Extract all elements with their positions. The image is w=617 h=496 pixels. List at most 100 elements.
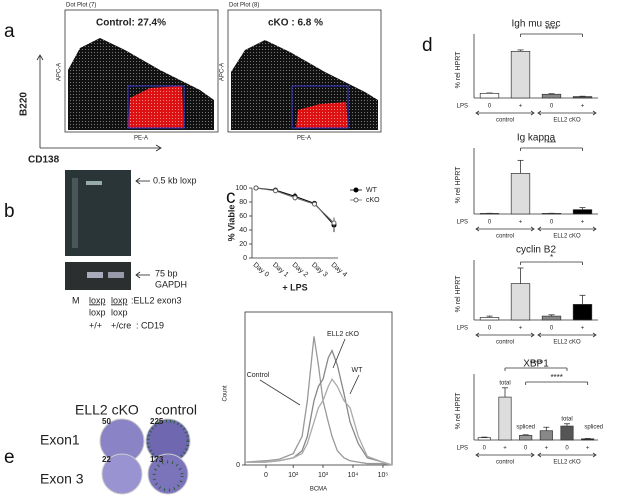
colonies: ELL2 cKO control Exon1 Exon 3 50 225 22 …	[40, 402, 197, 495]
chart-title: Igh mu sec	[512, 19, 561, 30]
band-label: 0.5 kb loxp	[153, 175, 197, 185]
x-tick-label: +	[503, 446, 507, 452]
axis-label: APC-A	[220, 63, 226, 81]
panel-letter: a	[4, 21, 15, 42]
data-point	[292, 195, 298, 201]
group-label: ELL2 cKO	[553, 340, 581, 346]
x-tick-label: 10⁴	[348, 472, 359, 479]
lane-label: M	[72, 295, 80, 305]
group-label: control	[496, 340, 514, 346]
arrow-head	[475, 452, 480, 458]
lane-label: loxp	[89, 307, 106, 317]
panel-letter: b	[4, 201, 15, 222]
legend-label: WT	[366, 187, 378, 194]
x-tick-label: +	[519, 326, 523, 332]
significance: ****	[550, 373, 562, 382]
flow-plot: Dot Plot (7) Control: 27.4% APC-A PE-A	[57, 3, 219, 142]
axis-title: B220	[19, 92, 30, 116]
x-axis-label: LPS	[457, 104, 468, 110]
colony-count: 50	[102, 417, 111, 426]
legend-label: cKO	[366, 197, 380, 204]
y-tick-label: 40	[239, 227, 247, 234]
arrow-head	[36, 54, 44, 61]
data-point	[253, 185, 259, 191]
x-tick-label: +	[581, 326, 585, 332]
axis-label: PE-A	[297, 136, 311, 142]
group-label: ELL2 cKO	[553, 234, 581, 240]
panel-letter: c	[226, 187, 236, 208]
bar-note: spliced	[516, 425, 535, 431]
arrow-head	[530, 452, 535, 458]
x-axis-label: LPS	[457, 326, 468, 332]
annotation-arrow	[332, 338, 346, 369]
plot-title: Dot Plot (7)	[66, 3, 96, 9]
annotation-arrow	[259, 379, 301, 406]
bar-note: spliced	[584, 425, 603, 431]
y-axis-label: Count	[223, 385, 229, 401]
significance: *	[550, 253, 553, 262]
x-tick-label: 0	[550, 220, 554, 226]
bar	[510, 283, 531, 321]
bar	[539, 430, 553, 441]
x-tick-label: 0	[550, 104, 554, 110]
group-label: ELL2 cKO	[553, 118, 581, 124]
group-label: control	[496, 234, 514, 240]
column-label: control	[155, 402, 197, 418]
chart-title: Ig kappa	[517, 133, 556, 144]
data-point	[273, 188, 278, 194]
bar	[510, 50, 531, 99]
bar	[498, 396, 512, 441]
bar	[572, 304, 593, 321]
legend-marker	[353, 187, 359, 193]
y-tick-label: 100	[235, 185, 247, 192]
x-axis-label: BCMA	[310, 487, 327, 493]
annotation-arrow	[349, 374, 360, 395]
arrow-head	[592, 110, 597, 116]
row-label: Exon 3	[40, 471, 84, 487]
data-point	[331, 220, 337, 226]
series-line	[245, 377, 393, 466]
colony-count: 173	[150, 455, 164, 464]
panel-letter: d	[422, 35, 433, 56]
arrow-head	[592, 452, 597, 458]
group-label: ELL2 cKO	[553, 460, 581, 466]
series-line	[244, 336, 393, 466]
x-tick-label: 0	[550, 326, 554, 332]
bar	[479, 317, 500, 321]
arrow-head	[537, 226, 542, 232]
x-tick-label: +	[519, 220, 523, 226]
gel: 0.5 kb loxp 75 bp GAPDH M loxp loxp :ELL…	[65, 170, 197, 330]
x-tick-label: 0	[488, 326, 492, 332]
x-axis-label: LPS	[457, 446, 468, 452]
arrow-head	[475, 226, 480, 232]
annotation: ELL2 cKO	[327, 331, 359, 338]
significance: ****	[545, 25, 557, 34]
result: cKO : 6.8 %	[268, 18, 323, 29]
x-tick-label: Day 0	[252, 262, 271, 279]
lane-label: loxp	[111, 307, 128, 317]
arrow-head	[155, 144, 162, 152]
bar	[541, 93, 562, 99]
arrow-head	[537, 110, 542, 116]
flow-plot: Dot Plot (8) cKO : 6.8 % APC-A PE-A	[220, 3, 382, 142]
column-label: ELL2 cKO	[75, 402, 139, 418]
arrow-head	[537, 332, 542, 338]
bar	[519, 435, 533, 441]
x-tick-label: 0	[488, 220, 492, 226]
bar-note: total	[499, 380, 510, 386]
x-axis-label: + LPS	[282, 282, 307, 292]
colony-count: 22	[102, 455, 111, 464]
arrow-head	[537, 452, 542, 458]
axis-title: CD138	[28, 155, 60, 166]
plot-frame	[244, 311, 393, 466]
lane-label: +/+	[89, 320, 102, 330]
arrow-head	[530, 110, 535, 116]
group-label: control	[496, 460, 514, 466]
data-point	[312, 201, 317, 207]
lane-label: loxp	[89, 295, 106, 305]
y-tick-label: 80	[239, 199, 247, 206]
row-label: Exon1	[40, 432, 80, 448]
y-tick-label: 0	[243, 255, 247, 262]
x-tick-label: Day 1	[271, 262, 290, 279]
